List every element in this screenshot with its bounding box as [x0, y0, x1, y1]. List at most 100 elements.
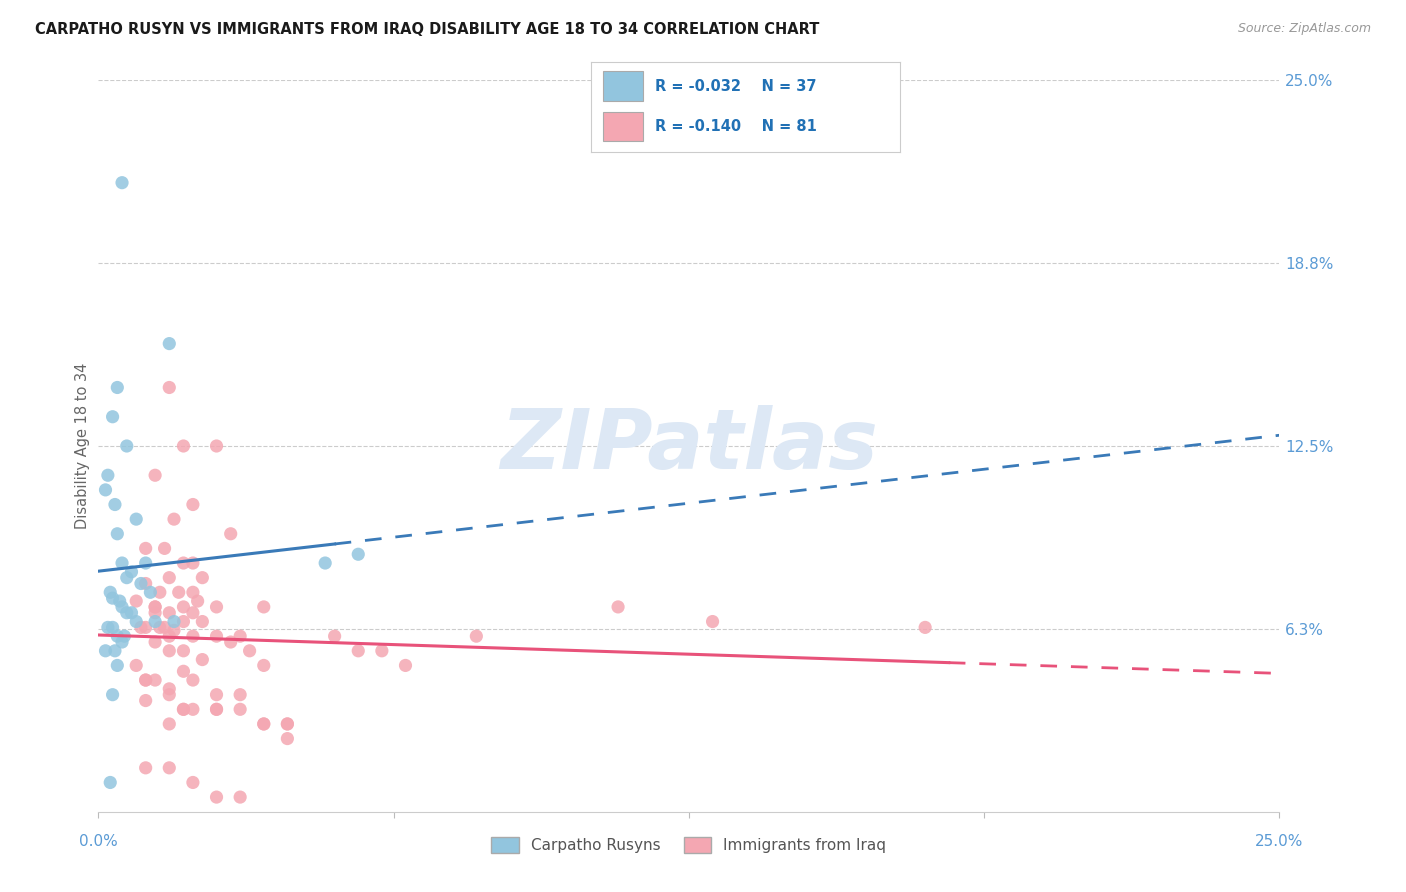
Point	[172, 599, 194, 614]
Point	[205, 790, 228, 805]
Point	[143, 615, 166, 629]
Point	[135, 556, 157, 570]
Point	[181, 673, 204, 687]
FancyBboxPatch shape	[603, 71, 643, 101]
Point	[181, 702, 204, 716]
Point	[172, 644, 194, 658]
Point	[94, 644, 117, 658]
Text: R = -0.140    N = 81: R = -0.140 N = 81	[655, 119, 817, 134]
Point	[167, 585, 190, 599]
Point	[172, 702, 194, 716]
Point	[105, 526, 128, 541]
Point	[914, 620, 936, 634]
Point	[347, 547, 370, 561]
Point	[111, 176, 134, 190]
Point	[115, 606, 138, 620]
Text: 25.0%: 25.0%	[1256, 834, 1303, 849]
Point	[101, 688, 124, 702]
Point	[135, 541, 157, 556]
Point	[181, 606, 204, 620]
Point	[125, 615, 148, 629]
Point	[94, 483, 117, 497]
Legend: Carpatho Rusyns, Immigrants from Iraq: Carpatho Rusyns, Immigrants from Iraq	[485, 830, 893, 859]
Point	[229, 688, 252, 702]
Point	[229, 629, 252, 643]
Point	[135, 673, 157, 687]
Point	[135, 576, 157, 591]
Point	[191, 615, 214, 629]
Point	[276, 731, 298, 746]
Point	[314, 556, 336, 570]
Point	[135, 693, 157, 707]
Point	[112, 629, 135, 643]
Point	[239, 644, 262, 658]
Point	[205, 688, 228, 702]
Point	[181, 775, 204, 789]
Point	[105, 658, 128, 673]
Point	[153, 541, 176, 556]
Point	[129, 620, 152, 634]
Point	[125, 512, 148, 526]
Point	[157, 336, 180, 351]
Point	[163, 512, 186, 526]
Point	[157, 681, 180, 696]
Point	[97, 620, 120, 634]
Point	[157, 644, 180, 658]
Point	[143, 599, 166, 614]
Point	[115, 439, 138, 453]
Point	[163, 615, 186, 629]
Point	[111, 556, 134, 570]
Point	[172, 702, 194, 716]
Point	[205, 702, 228, 716]
Point	[607, 599, 630, 614]
Point	[323, 629, 346, 643]
Point	[157, 380, 180, 394]
Point	[139, 585, 162, 599]
Point	[143, 606, 166, 620]
Point	[172, 615, 194, 629]
Point	[121, 606, 143, 620]
Point	[219, 635, 242, 649]
Point	[101, 409, 124, 424]
Point	[157, 629, 180, 643]
Point	[191, 571, 214, 585]
Point	[143, 468, 166, 483]
Point	[157, 717, 180, 731]
Point	[157, 761, 180, 775]
Point	[187, 594, 209, 608]
Point	[229, 790, 252, 805]
Point	[157, 688, 180, 702]
Point	[149, 585, 172, 599]
Point	[111, 599, 134, 614]
Point	[205, 629, 228, 643]
Point	[181, 498, 204, 512]
Point	[157, 606, 180, 620]
Point	[702, 615, 724, 629]
Point	[181, 585, 204, 599]
Point	[205, 702, 228, 716]
Text: R = -0.032    N = 37: R = -0.032 N = 37	[655, 78, 817, 94]
Point	[205, 599, 228, 614]
Point	[219, 526, 242, 541]
Point	[105, 380, 128, 394]
Text: Source: ZipAtlas.com: Source: ZipAtlas.com	[1237, 22, 1371, 36]
Point	[163, 624, 186, 638]
Point	[172, 556, 194, 570]
Point	[371, 644, 394, 658]
Point	[276, 717, 298, 731]
Point	[157, 571, 180, 585]
Text: CARPATHO RUSYN VS IMMIGRANTS FROM IRAQ DISABILITY AGE 18 TO 34 CORRELATION CHART: CARPATHO RUSYN VS IMMIGRANTS FROM IRAQ D…	[35, 22, 820, 37]
Point	[129, 576, 152, 591]
Text: ZIPatlas: ZIPatlas	[501, 406, 877, 486]
Point	[143, 673, 166, 687]
Point	[465, 629, 488, 643]
Point	[125, 658, 148, 673]
Y-axis label: Disability Age 18 to 34: Disability Age 18 to 34	[75, 363, 90, 529]
Point	[347, 644, 370, 658]
Point	[253, 658, 276, 673]
Point	[121, 565, 143, 579]
Point	[191, 652, 214, 666]
Point	[172, 439, 194, 453]
Point	[181, 629, 204, 643]
FancyBboxPatch shape	[603, 112, 643, 141]
